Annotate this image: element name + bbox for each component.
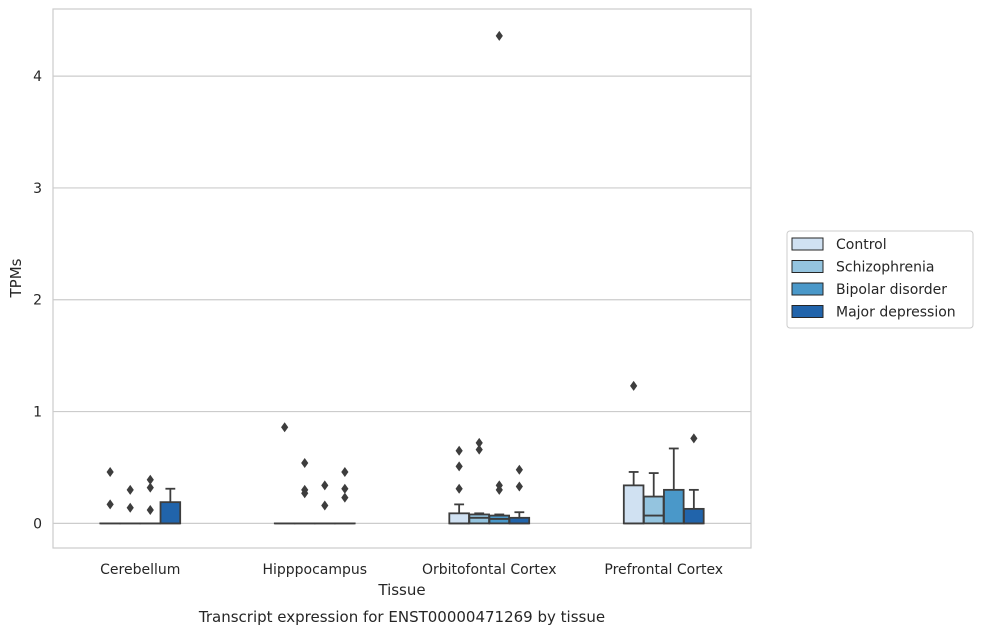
box-rect [663, 488, 685, 525]
box-bipolar-disorder [488, 30, 511, 525]
outlier-point [455, 483, 463, 494]
box-control [273, 422, 296, 525]
outlier-point [341, 483, 349, 494]
box-major-depression [159, 487, 182, 525]
outlier-point [106, 499, 114, 510]
legend-swatch [791, 260, 824, 273]
y-tick-label: 1 [33, 405, 42, 421]
box-schizophrenia [119, 484, 141, 525]
outlier-point [475, 444, 483, 455]
y-tick-label: 3 [33, 181, 42, 197]
outlier-point [321, 480, 329, 491]
legend-swatch [791, 237, 824, 251]
x-axis-ticks: Cerebellum Hipppocampus Orbitofontal Corte… [100, 562, 723, 578]
legend-entry: Bipolar disorder [836, 282, 947, 298]
outlier-point [106, 466, 114, 477]
legend-entry: Major depression [836, 305, 956, 321]
box-major-depression [334, 466, 356, 525]
box-rect [159, 501, 182, 525]
box-bipolar-disorder [139, 474, 162, 525]
box-rect [448, 512, 470, 525]
legend: Control Schizophrenia Bipolar disorder Majo… [786, 230, 974, 329]
outlier-point [495, 484, 503, 495]
outlier-point [301, 488, 309, 499]
chart-caption: Transcript expression for ENST0000047126… [198, 608, 605, 626]
x-axis-label: Tissue [377, 581, 425, 599]
outlier-point [515, 481, 523, 492]
outlier-point [126, 484, 134, 495]
outlier-point [455, 445, 463, 456]
y-axis-ticks: 0 1 2 3 4 [33, 69, 42, 532]
box-major-depression [508, 464, 531, 525]
box-rect [468, 513, 490, 525]
outlier-point [146, 474, 154, 485]
legend-entry: Control [836, 237, 887, 253]
x-tick-label: Cerebellum [100, 562, 180, 578]
outlier-point [630, 380, 638, 391]
plot-frame [52, 8, 752, 549]
legend-frame [786, 230, 974, 329]
box-control [99, 466, 121, 525]
outlier-point [341, 492, 349, 503]
legend-entry: Schizophrenia [836, 260, 934, 276]
outlier-point [341, 466, 349, 477]
box-rect [642, 495, 665, 525]
gridlines [53, 75, 751, 524]
x-tick-label: Orbitofontal Cortex [422, 562, 557, 578]
box-rect [683, 507, 705, 525]
box-series [99, 30, 705, 525]
box-bipolar-disorder [314, 480, 336, 525]
box-control [448, 445, 470, 525]
box-bipolar-disorder [663, 447, 685, 525]
outlier-point [281, 422, 289, 433]
box-control [622, 380, 645, 525]
x-tick-label: Prefrontal Cortex [604, 562, 723, 578]
outlier-point [301, 458, 309, 469]
legend-swatch [791, 282, 824, 296]
box-rect [622, 484, 645, 525]
outlier-point [690, 433, 698, 444]
outlier-point [126, 502, 134, 513]
box-major-depression [683, 433, 705, 525]
y-tick-label: 2 [33, 293, 42, 309]
outlier-point [475, 437, 483, 448]
legend-swatch [791, 305, 824, 318]
y-tick-label: 4 [33, 69, 42, 85]
box-schizophrenia [468, 437, 490, 525]
outlier-point [455, 461, 463, 472]
box-schizophrenia [642, 472, 665, 525]
outlier-point [146, 482, 154, 493]
outlier-point [146, 504, 154, 515]
box-schizophrenia [293, 458, 316, 525]
outlier-point [321, 500, 329, 511]
y-axis-label: TPMs [7, 258, 25, 298]
outlier-point [495, 30, 503, 41]
x-tick-label: Hipppocampus [262, 562, 367, 578]
outlier-point [515, 464, 523, 475]
y-tick-label: 0 [33, 516, 42, 532]
